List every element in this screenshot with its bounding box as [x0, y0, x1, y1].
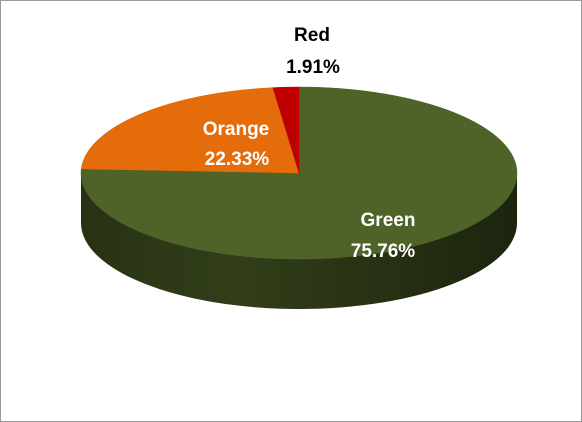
- pie-slice-red: [272, 86, 300, 174]
- pie-labels: Green 75.76% Orange 22.33% Red 1.91%: [203, 25, 416, 262]
- pie-tops: [80, 86, 518, 260]
- pie-side-shade-green: [81, 173, 517, 309]
- slice-label-green-value: 75.76%: [351, 241, 416, 262]
- slice-label-red-value: 1.91%: [286, 57, 340, 78]
- slice-label-orange-name: Orange: [203, 119, 270, 140]
- pie-slice-orange: [80, 87, 300, 174]
- slice-label-red-name: Red: [294, 25, 330, 46]
- pie-sides: [81, 173, 517, 309]
- slice-label-green-name: Green: [361, 210, 416, 231]
- slice-label-orange-value: 22.33%: [205, 149, 270, 170]
